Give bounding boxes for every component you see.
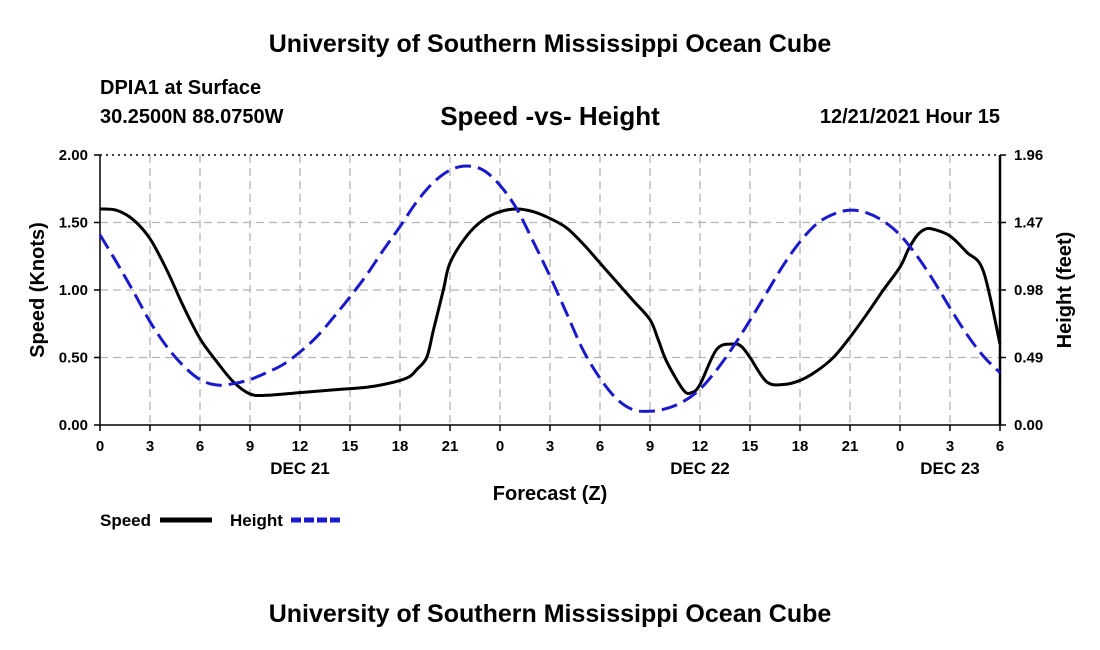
x-tick-label: 6 xyxy=(596,438,604,455)
date-label: DEC 21 xyxy=(270,459,330,478)
x-tick-label: 18 xyxy=(392,438,409,455)
y2-tick-label: 1.96 xyxy=(1014,147,1043,164)
x-tick-label: 15 xyxy=(342,438,359,455)
series-line-speed xyxy=(99,207,1002,398)
x-tick-label: 18 xyxy=(792,438,809,455)
date-label: DEC 22 xyxy=(670,459,730,478)
x-tick-label: 6 xyxy=(996,438,1004,455)
footer-title: University of Southern Mississippi Ocean… xyxy=(268,600,832,628)
x-tick-label: 0 xyxy=(896,438,904,455)
x-tick-label: 21 xyxy=(842,438,859,455)
y2-tick-label: 0.49 xyxy=(1014,350,1043,367)
grid-lines xyxy=(100,154,1000,425)
x-tick-label: 3 xyxy=(546,438,554,455)
y-tick-label: 2.00 xyxy=(59,147,88,164)
page-title: University of Southern Mississippi Ocean… xyxy=(268,30,832,58)
x-tick-label: 3 xyxy=(146,438,154,455)
y-tick-label: 1.50 xyxy=(59,215,88,232)
station-label: DPIA1 at Surface xyxy=(100,77,262,99)
series-lines xyxy=(98,164,1002,413)
y2-tick-label: 1.47 xyxy=(1014,215,1043,232)
coordinates-label: 30.2500N 88.0750W xyxy=(100,106,284,128)
y2-axis-label: Height (feet) xyxy=(1054,232,1076,349)
x-tick-label: 12 xyxy=(292,438,309,455)
legend-label-height: Height xyxy=(230,511,283,530)
x-tick-label: 0 xyxy=(96,438,104,455)
chart-legend: Speed Height xyxy=(100,511,343,530)
y-tick-label: 0.00 xyxy=(59,417,88,434)
forecast-datetime: 12/21/2021 Hour 15 xyxy=(819,106,1000,128)
y2-tick-label: 0.00 xyxy=(1014,417,1043,434)
x-tick-label: 6 xyxy=(196,438,204,455)
x-tick-label: 15 xyxy=(742,438,759,455)
y2-tick-label: 0.98 xyxy=(1014,282,1043,299)
date-label: DEC 23 xyxy=(920,459,980,478)
x-tick-label: 12 xyxy=(692,438,709,455)
x-tick-label: 9 xyxy=(646,438,654,455)
chart-axes: Speed (Knots) Height (feet) Forecast (Z)… xyxy=(27,147,1076,505)
x-tick-label: 3 xyxy=(946,438,954,455)
x-tick-label: 9 xyxy=(246,438,254,455)
x-tick-label: 21 xyxy=(442,438,459,455)
series-line-height xyxy=(98,164,1002,413)
chart-title: Speed -vs- Height xyxy=(440,101,660,131)
x-tick-label: 0 xyxy=(496,438,504,455)
y-axis-label: Speed (Knots) xyxy=(27,222,49,358)
legend-label-speed: Speed xyxy=(100,511,151,530)
x-axis-label: Forecast (Z) xyxy=(493,483,607,505)
y-tick-label: 0.50 xyxy=(59,350,88,367)
y-tick-label: 1.00 xyxy=(59,282,88,299)
